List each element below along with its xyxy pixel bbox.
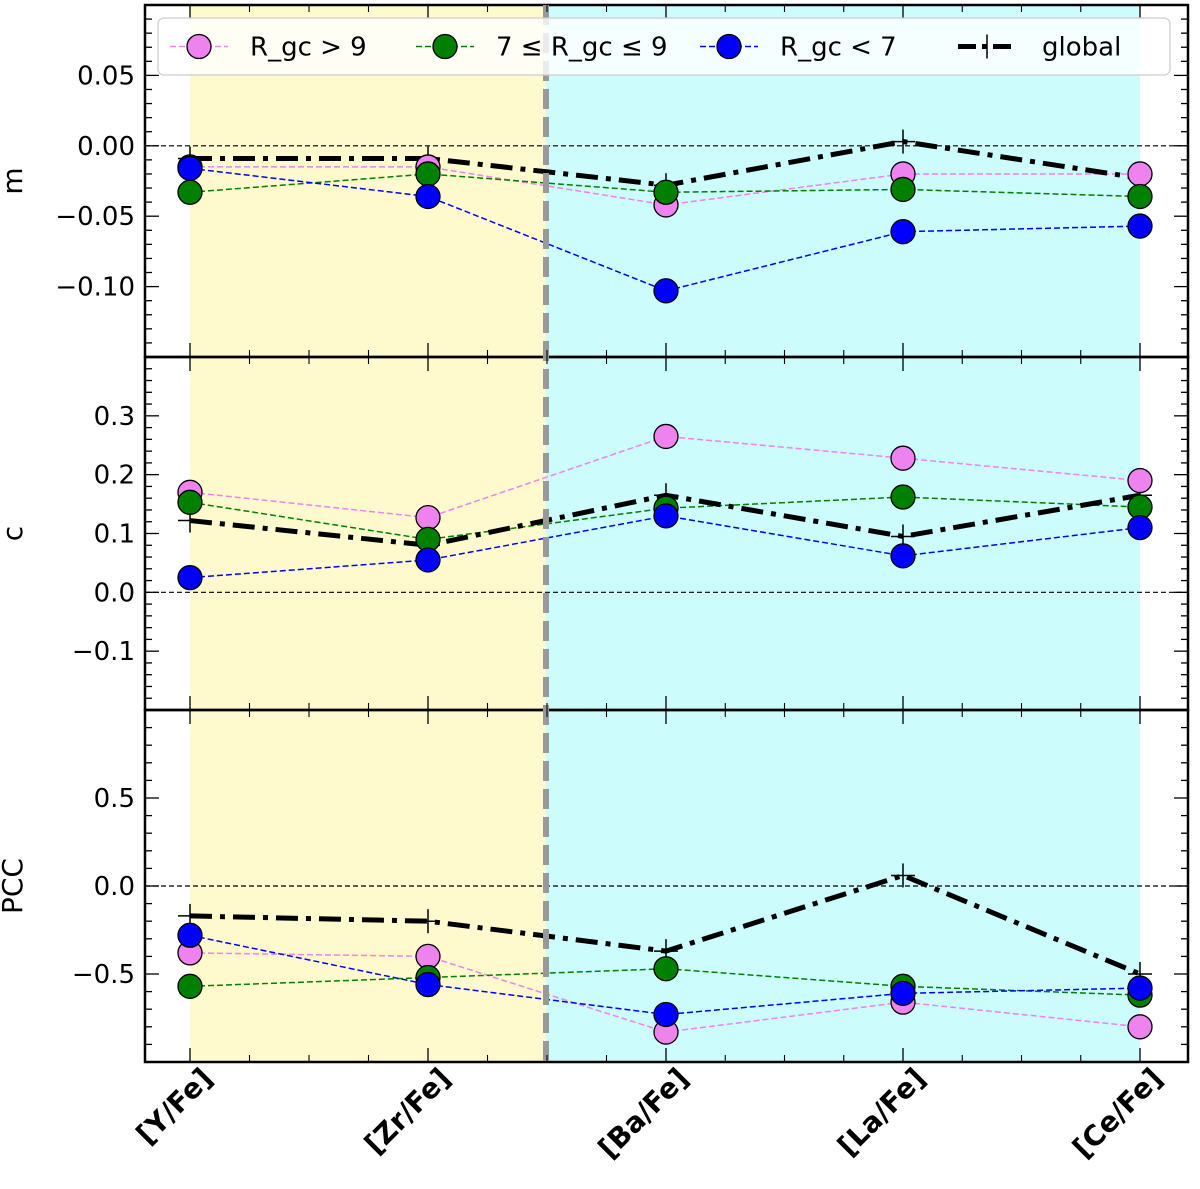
point-middle bbox=[177, 973, 203, 999]
zero-lines bbox=[145, 145, 1188, 887]
legend-swatch-marker bbox=[186, 33, 212, 60]
series-line-middle bbox=[189, 967, 1141, 996]
point-outer bbox=[1127, 467, 1153, 494]
y-tick-label: 0.5 bbox=[94, 784, 135, 814]
y-tick-label: −0.1 bbox=[72, 637, 135, 667]
point-outer bbox=[1127, 1014, 1153, 1040]
panel-c-series bbox=[177, 423, 1153, 591]
y-tick-label: 0.00 bbox=[77, 132, 135, 162]
point-inner bbox=[177, 564, 203, 591]
point-outer bbox=[1127, 161, 1153, 187]
legend-entry-global: global bbox=[958, 33, 1121, 63]
point-outer bbox=[415, 943, 441, 970]
panel-m-series bbox=[177, 129, 1153, 304]
point-inner bbox=[415, 971, 441, 998]
legend-box bbox=[157, 17, 1171, 76]
point-outer bbox=[415, 504, 441, 531]
legend-swatch-marker bbox=[716, 33, 742, 60]
y-tick-label: −0.05 bbox=[55, 202, 135, 232]
point-inner bbox=[890, 980, 916, 1007]
y-axis-label-m: m bbox=[0, 167, 29, 194]
point-middle bbox=[653, 179, 679, 205]
legend-entry-middle: 7 ≤ R_gc ≤ 9 bbox=[416, 33, 668, 63]
legend-label-global: global bbox=[1042, 33, 1121, 63]
y-tick-label: 0.2 bbox=[94, 461, 135, 491]
point-middle bbox=[177, 179, 203, 205]
x-category-label: [Ba/Fe] bbox=[592, 1062, 695, 1165]
panel-pcc-series bbox=[177, 863, 1153, 1045]
legend: R_gc > 9 7 ≤ R_gc ≤ 9 R_gc < 7 global bbox=[157, 17, 1171, 76]
y-tick-label: −0.5 bbox=[72, 960, 135, 990]
point-inner bbox=[415, 547, 441, 573]
y-axis-label-c: c bbox=[0, 526, 29, 541]
point-middle bbox=[177, 489, 203, 515]
point-middle bbox=[415, 161, 441, 187]
y-tick-label: 0.0 bbox=[94, 872, 135, 902]
y-tick-label: 0.3 bbox=[94, 402, 135, 432]
x-category-label: [La/Fe] bbox=[831, 1062, 932, 1163]
point-inner bbox=[177, 922, 203, 948]
y-tick-label: 0.0 bbox=[94, 578, 135, 608]
point-inner bbox=[653, 278, 679, 304]
y-tick-label: 0.05 bbox=[77, 61, 135, 91]
legend-label-inner: R_gc < 7 bbox=[780, 33, 897, 63]
point-middle bbox=[1127, 183, 1153, 210]
x-category-label: [Y/Fe] bbox=[130, 1062, 219, 1151]
legend-swatch-marker bbox=[432, 33, 458, 60]
x-category-label: [Zr/Fe] bbox=[358, 1062, 457, 1161]
y-tick-label: 0.1 bbox=[94, 520, 135, 550]
point-inner bbox=[890, 219, 916, 245]
point-outer bbox=[653, 423, 679, 450]
point-inner bbox=[890, 543, 916, 569]
point-inner bbox=[1127, 975, 1153, 1001]
point-inner bbox=[653, 503, 679, 529]
legend-entry-outer: R_gc > 9 bbox=[170, 33, 367, 63]
point-inner bbox=[415, 183, 441, 210]
point-middle bbox=[653, 956, 679, 982]
point-outer bbox=[890, 445, 916, 471]
point-middle bbox=[890, 176, 916, 203]
point-inner bbox=[653, 1001, 679, 1028]
legend-entry-inner: R_gc < 7 bbox=[700, 33, 897, 63]
legend-label-outer: R_gc > 9 bbox=[250, 33, 367, 63]
point-inner bbox=[1127, 213, 1153, 239]
y-tick-label: −0.10 bbox=[55, 273, 135, 303]
point-inner bbox=[177, 155, 203, 181]
legend-label-middle: 7 ≤ R_gc ≤ 9 bbox=[496, 33, 668, 63]
y-axis-label-pcc: PCC bbox=[0, 858, 29, 914]
series-layer bbox=[177, 129, 1153, 1045]
axis-ticks bbox=[145, 5, 1188, 1062]
point-middle bbox=[890, 484, 916, 510]
x-category-label: [Ce/Fe] bbox=[1066, 1062, 1169, 1165]
point-inner bbox=[1127, 514, 1153, 541]
